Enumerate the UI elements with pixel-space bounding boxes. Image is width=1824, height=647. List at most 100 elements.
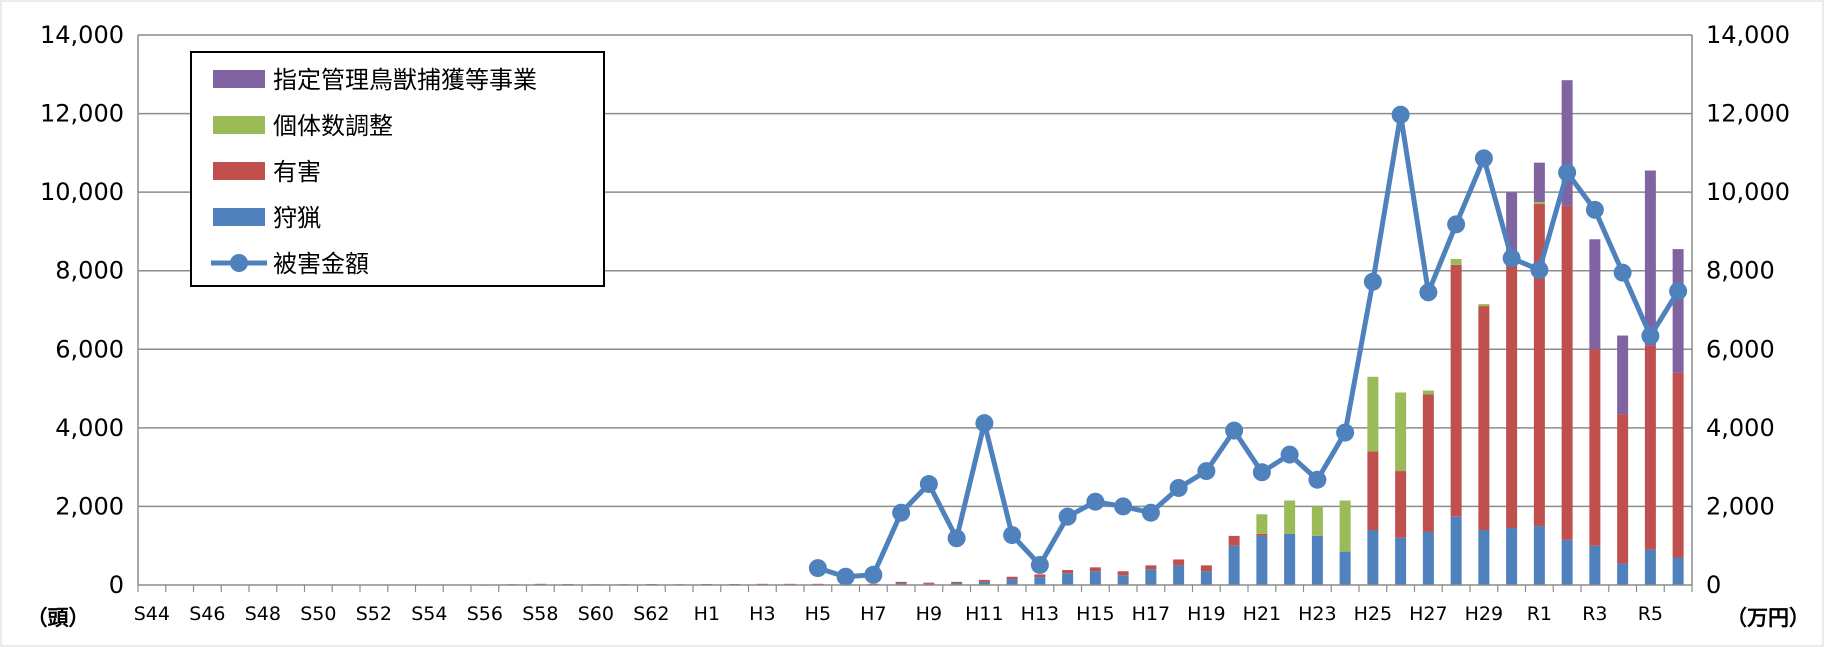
bar-H19-series-1 — [1200, 565, 1212, 572]
bar-R6-series-0 — [1672, 557, 1684, 585]
damage-point-H27 — [1419, 283, 1438, 302]
bar-H30-series-3 — [1506, 192, 1518, 263]
x-tick-label-H21: H21 — [1243, 603, 1281, 625]
bar-series-group — [479, 80, 1684, 586]
bar-H30-series-0 — [1506, 528, 1518, 585]
bar-H8-series-1 — [895, 581, 907, 584]
damage-point-H8 — [892, 503, 911, 522]
bar-H28-series-1 — [1450, 264, 1462, 517]
bar-H11-series-0 — [978, 581, 990, 585]
legend-swatch-3 — [213, 208, 265, 226]
y-axis-unit-label: （頭） — [27, 606, 90, 630]
bar-H3-series-1 — [756, 583, 768, 585]
bar-H23-series-2 — [1311, 506, 1323, 536]
y-tick-label-left: 4,000 — [55, 414, 124, 442]
y2-axis-unit-label: （万円） — [1726, 606, 1810, 630]
y-tick-label-right: 8,000 — [1706, 257, 1775, 285]
y-tick-label-left: 10,000 — [40, 178, 124, 206]
bar-H5-series-1 — [812, 583, 824, 585]
bar-R6-series-1 — [1672, 372, 1684, 558]
legend-label-0: 指定管理鳥獣捕獲等事業 — [273, 66, 537, 94]
legend-label-3: 狩猟 — [273, 204, 321, 232]
bar-H27-series-2 — [1422, 390, 1434, 395]
x-tick-label-S50: S50 — [300, 603, 336, 625]
x-tick-label-H29: H29 — [1465, 603, 1503, 625]
damage-point-R3 — [1585, 200, 1604, 219]
bar-H26-series-0 — [1395, 537, 1407, 585]
bar-R5-series-3 — [1644, 170, 1656, 346]
bar-H4-series-1 — [784, 583, 796, 585]
damage-point-H23 — [1308, 470, 1327, 489]
bar-H10-series-1 — [951, 581, 963, 584]
damage-point-R1 — [1530, 260, 1549, 279]
bar-R5-series-1 — [1644, 345, 1656, 550]
axes-group: 0 0 2,000 2,000 4,000 4,000 6,000 6,000 8,000 8,0… — [40, 21, 1790, 625]
bar-H27-series-1 — [1422, 394, 1434, 532]
damage-point-H15 — [1086, 492, 1105, 511]
bar-R4-series-1 — [1617, 414, 1629, 564]
y-tick-label-right: 14,000 — [1706, 21, 1790, 49]
damage-point-H29 — [1474, 149, 1493, 168]
bar-H29-series-2 — [1478, 304, 1490, 307]
damage-point-R6 — [1669, 282, 1688, 301]
bar-H28-series-2 — [1450, 258, 1462, 265]
bar-R1-series-2 — [1533, 201, 1545, 204]
bar-H22-series-2 — [1284, 500, 1296, 534]
x-tick-label-H13: H13 — [1021, 603, 1059, 625]
legend-swatch-2 — [213, 162, 265, 180]
bar-H7-series-1 — [867, 583, 879, 585]
damage-point-H21 — [1252, 463, 1271, 482]
bar-H26-series-2 — [1395, 392, 1407, 472]
bar-R1-series-3 — [1533, 162, 1545, 202]
bar-R5-series-0 — [1644, 549, 1656, 585]
bar-H14-series-1 — [1062, 570, 1074, 574]
damage-point-H30 — [1502, 249, 1521, 268]
y-tick-label-right: 4,000 — [1706, 414, 1775, 442]
y-tick-label-left: 12,000 — [40, 100, 124, 128]
damage-point-H11 — [975, 414, 994, 433]
bar-H12-series-1 — [1006, 576, 1018, 580]
y-tick-label-left: 6,000 — [55, 335, 124, 363]
legend-label-1: 個体数調整 — [273, 112, 393, 140]
bar-H16-series-0 — [1117, 575, 1129, 585]
x-tick-label-H7: H7 — [860, 603, 886, 625]
x-tick-label-R1: R1 — [1527, 603, 1552, 625]
x-tick-label-R3: R3 — [1582, 603, 1607, 625]
bar-H22-series-0 — [1284, 533, 1296, 585]
bar-H18-series-0 — [1173, 565, 1185, 585]
bar-H15-series-1 — [1089, 567, 1101, 572]
bar-S58-series-1 — [534, 583, 546, 585]
bar-H28-series-0 — [1450, 516, 1462, 585]
bar-H9-series-1 — [923, 582, 935, 584]
bar-H19-series-0 — [1200, 571, 1212, 585]
y-tick-label-right: 12,000 — [1706, 100, 1790, 128]
y-tick-label-left: 8,000 — [55, 257, 124, 285]
bar-H23-series-0 — [1311, 535, 1323, 585]
x-tick-label-S56: S56 — [467, 603, 503, 625]
x-tick-label-H11: H11 — [965, 603, 1003, 625]
bar-R4-series-0 — [1617, 563, 1629, 585]
bar-H21-series-0 — [1256, 535, 1268, 585]
bar-H14-series-0 — [1062, 573, 1074, 585]
bar-H16-series-1 — [1117, 571, 1129, 576]
damage-point-R2 — [1558, 163, 1577, 182]
bar-H8-series-0 — [895, 583, 907, 585]
bar-H30-series-1 — [1506, 264, 1518, 529]
damage-point-H9 — [919, 475, 938, 494]
damage-point-H13 — [1030, 555, 1049, 574]
damage-point-H19 — [1197, 462, 1216, 481]
y-tick-label-right: 6,000 — [1706, 335, 1775, 363]
bar-H17-series-0 — [1145, 569, 1157, 585]
x-tick-label-H17: H17 — [1132, 603, 1170, 625]
bar-H12-series-0 — [1006, 579, 1018, 585]
bar-R3-series-1 — [1589, 349, 1601, 546]
bar-H10-series-0 — [951, 583, 963, 585]
damage-point-R5 — [1641, 326, 1660, 345]
bar-H29-series-1 — [1478, 306, 1490, 530]
x-tick-label-R5: R5 — [1638, 603, 1663, 625]
damage-point-H25 — [1363, 272, 1382, 291]
x-tick-label-H23: H23 — [1298, 603, 1336, 625]
bar-R2-series-0 — [1561, 539, 1573, 585]
bar-R6-series-3 — [1672, 249, 1684, 373]
y-tick-label-left: 0 — [109, 571, 124, 599]
